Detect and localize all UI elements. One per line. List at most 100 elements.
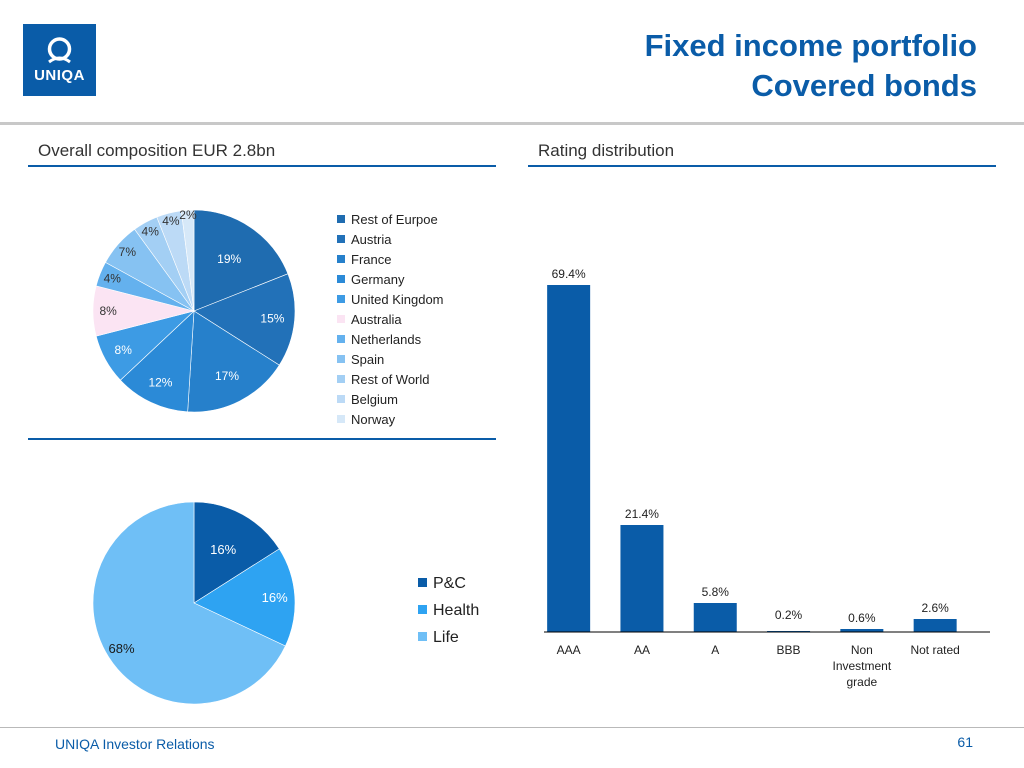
country-label-spain: 7% [119, 245, 137, 259]
country-slice-germany [119, 310, 195, 413]
country-legend-item-norway: Norway [337, 412, 395, 427]
bar-category-non-investment-grade-1: Investment [832, 659, 891, 673]
country-legend-item-rest-of-world: Rest of World [337, 372, 430, 387]
bar-value-non-investment-grade: 0.6% [848, 611, 876, 625]
country-legend-item-belgium: Belgium [337, 392, 398, 407]
legend-swatch [337, 355, 345, 363]
legend-label: Germany [351, 272, 405, 287]
bar-category-non-investment-grade: Non [851, 643, 873, 657]
country-legend-item-spain: Spain [337, 352, 384, 367]
legend-label: Belgium [351, 392, 398, 407]
business-label-p-c: 16% [210, 542, 236, 557]
bar-a [693, 603, 737, 632]
country-slice-france [187, 310, 280, 413]
country-label-rest-of-world: 4% [142, 224, 160, 238]
country-label-france: 17% [215, 369, 239, 383]
bar-non-investment-grade [840, 629, 884, 632]
country-legend-item-rest-of-eurpoe: Rest of Eurpoe [337, 212, 438, 227]
title-line-2: Covered bonds [751, 68, 977, 103]
uniqa-logo-icon [47, 37, 72, 64]
country-legend-item-netherlands: Netherlands [337, 332, 421, 347]
bar-aaa [547, 285, 591, 632]
country-slice-rest-of-eurpoe [193, 209, 289, 312]
bar-category-bbb: BBB [777, 643, 801, 657]
business-line-pie-chart: 16% 16% 68% [92, 501, 296, 705]
logo-text: UNIQA [34, 67, 85, 84]
legend-swatch [337, 415, 345, 423]
legend-label: P&C [433, 575, 466, 592]
legend-swatch [337, 275, 345, 283]
country-legend-item-united-kingdom: United Kingdom [337, 292, 444, 307]
legend-label: Life [433, 629, 459, 646]
bar-category-a: A [711, 643, 719, 657]
country-label-belgium: 4% [162, 214, 180, 228]
composition-mid-rule [28, 438, 496, 440]
rating-bar-chart: 69.4% AAA 21.4% AA 5.8% A 0.2% BBB 0.6% Non Invest… [544, 267, 990, 689]
country-slice-austria [193, 273, 296, 366]
legend-label: France [351, 252, 392, 267]
country-legend-item-germany: Germany [337, 272, 404, 287]
bar-value-aa: 21.4% [625, 507, 659, 521]
uniqa-logo: UNIQA [23, 24, 96, 96]
country-legend-item-france: France [337, 252, 391, 267]
country-pie-chart: 19%15%17%12%8%8%4%7%4%4% 2% [92, 208, 296, 413]
legend-swatch [337, 335, 345, 343]
page-title: Fixed income portfolio Covered bonds [645, 26, 977, 106]
business-legend-item-life: Life [418, 629, 459, 647]
legend-label: Health [433, 602, 480, 619]
legend-swatch [337, 295, 345, 303]
legend-label: Rest of Eurpoe [351, 212, 438, 227]
business-slice-life [92, 501, 286, 705]
country-label-germany: 12% [148, 375, 172, 389]
bar-value-bbb: 0.2% [775, 608, 803, 622]
business-label-life: 68% [108, 641, 134, 656]
legend-swatch [337, 375, 345, 383]
country-slice-norway [181, 209, 195, 312]
legend-swatch [337, 235, 345, 243]
business-legend-item-p-c: P&C [418, 575, 466, 593]
rating-section-rule [528, 165, 996, 167]
bar-value-a: 5.8% [702, 585, 730, 599]
footer-company: UNIQA Investor Relations [55, 736, 215, 752]
legend-label: Austria [351, 232, 392, 247]
bar-category-aa: AA [634, 643, 650, 657]
business-slice-health [193, 548, 296, 647]
legend-label: Netherlands [351, 332, 422, 347]
country-label-austria: 15% [260, 311, 284, 325]
header-divider [0, 122, 1024, 125]
title-line-1: Fixed income portfolio [644, 28, 977, 63]
composition-section-title: Overall composition EUR 2.8bn [38, 141, 276, 160]
legend-label: Spain [351, 352, 385, 367]
bar-aa [620, 525, 664, 632]
legend-label: Norway [351, 412, 396, 427]
country-label-united-kingdom: 8% [115, 343, 133, 357]
bar-category-aaa: AAA [557, 643, 581, 657]
bar-category-non-investment-grade-2: grade [846, 675, 877, 689]
legend-swatch [418, 632, 427, 641]
legend-label: Australia [351, 312, 402, 327]
legend-swatch [337, 395, 345, 403]
country-legend-item-austria: Austria [337, 232, 391, 247]
legend-label: United Kingdom [351, 292, 444, 307]
business-label-health: 16% [262, 590, 288, 605]
bar-value-aaa: 69.4% [552, 267, 586, 281]
country-label-norway: 2% [179, 208, 197, 222]
bar-not-rated [913, 619, 957, 632]
bar-category-not-rated: Not rated [910, 643, 959, 657]
legend-swatch [337, 215, 345, 223]
country-label-australia: 8% [99, 304, 117, 318]
legend-label: Rest of World [351, 372, 430, 387]
page-number: 61 [957, 734, 973, 750]
composition-section-rule [28, 165, 496, 167]
country-legend-item-australia: Australia [337, 312, 402, 327]
bar-value-not-rated: 2.6% [921, 601, 949, 615]
legend-swatch [418, 578, 427, 587]
country-label-rest-of-eurpoe: 19% [217, 252, 241, 266]
business-legend-item-health: Health [418, 602, 479, 620]
country-label-netherlands: 4% [104, 272, 122, 286]
legend-swatch [418, 605, 427, 614]
business-slice-p-c [193, 501, 280, 604]
footer-divider [0, 727, 1024, 728]
legend-swatch [337, 315, 345, 323]
legend-swatch [337, 255, 345, 263]
